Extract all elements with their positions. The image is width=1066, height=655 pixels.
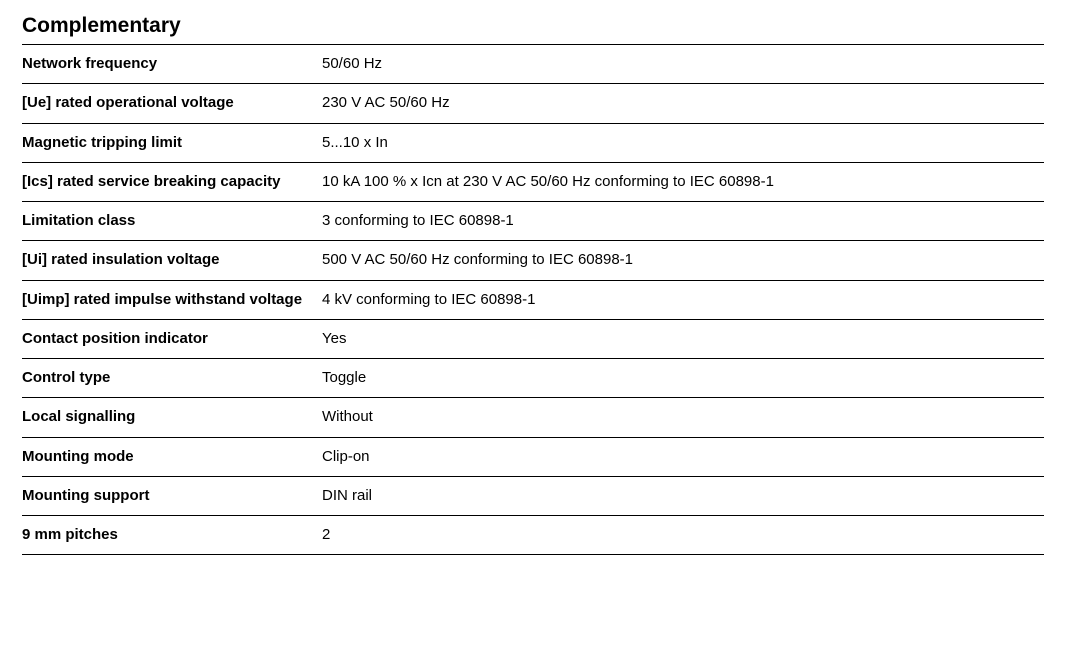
spec-label: Mounting mode	[22, 437, 322, 476]
spec-label: [Ics] rated service breaking capacity	[22, 162, 322, 201]
spec-value: 4 kV conforming to IEC 60898-1	[322, 280, 1044, 319]
spec-label: [Uimp] rated impulse withstand voltage	[22, 280, 322, 319]
table-row: 9 mm pitches 2	[22, 516, 1044, 555]
table-row: Mounting support DIN rail	[22, 476, 1044, 515]
page: Complementary Network frequency 50/60 Hz…	[0, 0, 1066, 655]
table-row: Control type Toggle	[22, 359, 1044, 398]
spec-label: [Ue] rated operational voltage	[22, 84, 322, 123]
table-row: Limitation class 3 conforming to IEC 608…	[22, 202, 1044, 241]
spec-label: [Ui] rated insulation voltage	[22, 241, 322, 280]
table-row: [Ue] rated operational voltage 230 V AC …	[22, 84, 1044, 123]
spec-label: Network frequency	[22, 45, 322, 84]
spec-value: 10 kA 100 % x Icn at 230 V AC 50/60 Hz c…	[322, 162, 1044, 201]
spec-value: 50/60 Hz	[322, 45, 1044, 84]
spec-value: Without	[322, 398, 1044, 437]
spec-value: Toggle	[322, 359, 1044, 398]
spec-value: Clip-on	[322, 437, 1044, 476]
table-row: Magnetic tripping limit 5...10 x In	[22, 123, 1044, 162]
spec-label: Magnetic tripping limit	[22, 123, 322, 162]
spec-value: 3 conforming to IEC 60898-1	[322, 202, 1044, 241]
section-title: Complementary	[22, 14, 1044, 38]
table-row: Local signalling Without	[22, 398, 1044, 437]
spec-value: 230 V AC 50/60 Hz	[322, 84, 1044, 123]
table-row: [Ui] rated insulation voltage 500 V AC 5…	[22, 241, 1044, 280]
spec-label: Limitation class	[22, 202, 322, 241]
table-row: Mounting mode Clip-on	[22, 437, 1044, 476]
spec-value: 5...10 x In	[322, 123, 1044, 162]
table-row: Contact position indicator Yes	[22, 319, 1044, 358]
spec-label: Control type	[22, 359, 322, 398]
spec-label: Local signalling	[22, 398, 322, 437]
spec-value: DIN rail	[322, 476, 1044, 515]
spec-value: Yes	[322, 319, 1044, 358]
table-row: [Ics] rated service breaking capacity 10…	[22, 162, 1044, 201]
spec-label: Contact position indicator	[22, 319, 322, 358]
spec-label: Mounting support	[22, 476, 322, 515]
spec-label: 9 mm pitches	[22, 516, 322, 555]
spec-value: 2	[322, 516, 1044, 555]
spec-value: 500 V AC 50/60 Hz conforming to IEC 6089…	[322, 241, 1044, 280]
table-row: [Uimp] rated impulse withstand voltage 4…	[22, 280, 1044, 319]
table-row: Network frequency 50/60 Hz	[22, 45, 1044, 84]
spec-table: Network frequency 50/60 Hz [Ue] rated op…	[22, 44, 1044, 555]
